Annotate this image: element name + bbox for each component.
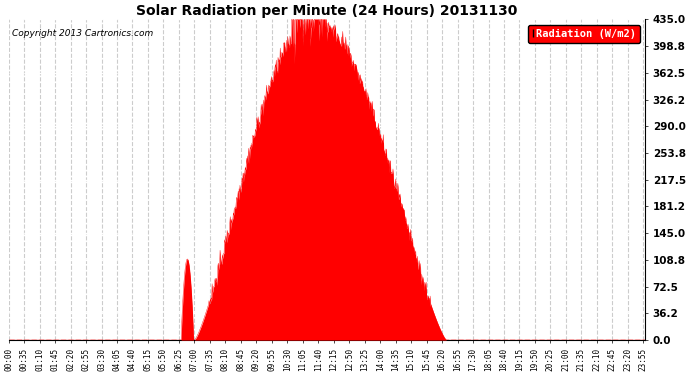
Title: Solar Radiation per Minute (24 Hours) 20131130: Solar Radiation per Minute (24 Hours) 20… bbox=[136, 4, 518, 18]
Text: Copyright 2013 Cartronics.com: Copyright 2013 Cartronics.com bbox=[12, 29, 153, 38]
Legend: Radiation (W/m2): Radiation (W/m2) bbox=[529, 24, 640, 43]
